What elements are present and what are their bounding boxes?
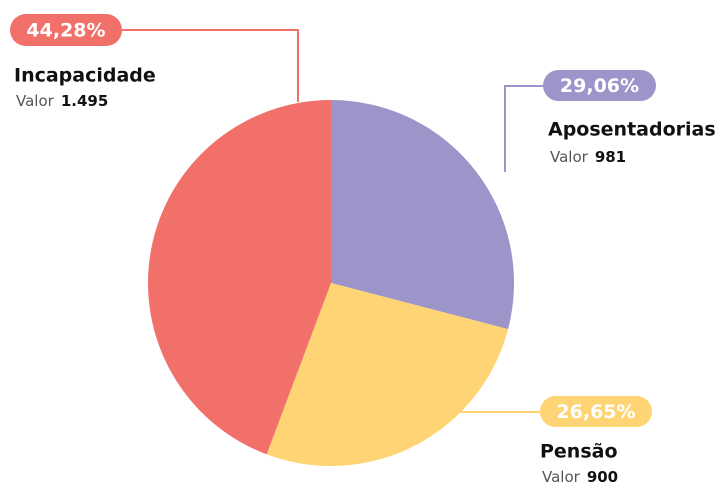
pie-slice xyxy=(266,283,509,466)
value-text: Valor 900 xyxy=(542,468,618,482)
percent-badge xyxy=(543,70,656,101)
value-text: Valor 981 xyxy=(550,148,626,166)
value-text: Valor 1.495 xyxy=(16,92,108,110)
value-label: 981 xyxy=(595,148,626,166)
value-label: 1.495 xyxy=(61,92,108,110)
percent-label: 26,65% xyxy=(556,401,635,423)
value-prefix: Valor xyxy=(550,148,589,166)
value-label: 900 xyxy=(587,468,618,482)
pie-slice xyxy=(331,100,514,330)
leader-line xyxy=(504,85,543,172)
category-label: Incapacidade xyxy=(14,65,156,87)
category-label: Aposentadorias xyxy=(548,119,716,141)
percent-badge xyxy=(10,14,122,46)
category-label: Pensão xyxy=(540,441,618,463)
value-prefix: Valor xyxy=(16,92,55,110)
pie-slice xyxy=(148,100,331,455)
percent-badge xyxy=(540,396,652,427)
leader-line xyxy=(122,29,299,102)
value-prefix: Valor xyxy=(542,468,581,482)
percent-label: 29,06% xyxy=(560,75,639,97)
percent-label: 44,28% xyxy=(26,20,105,42)
